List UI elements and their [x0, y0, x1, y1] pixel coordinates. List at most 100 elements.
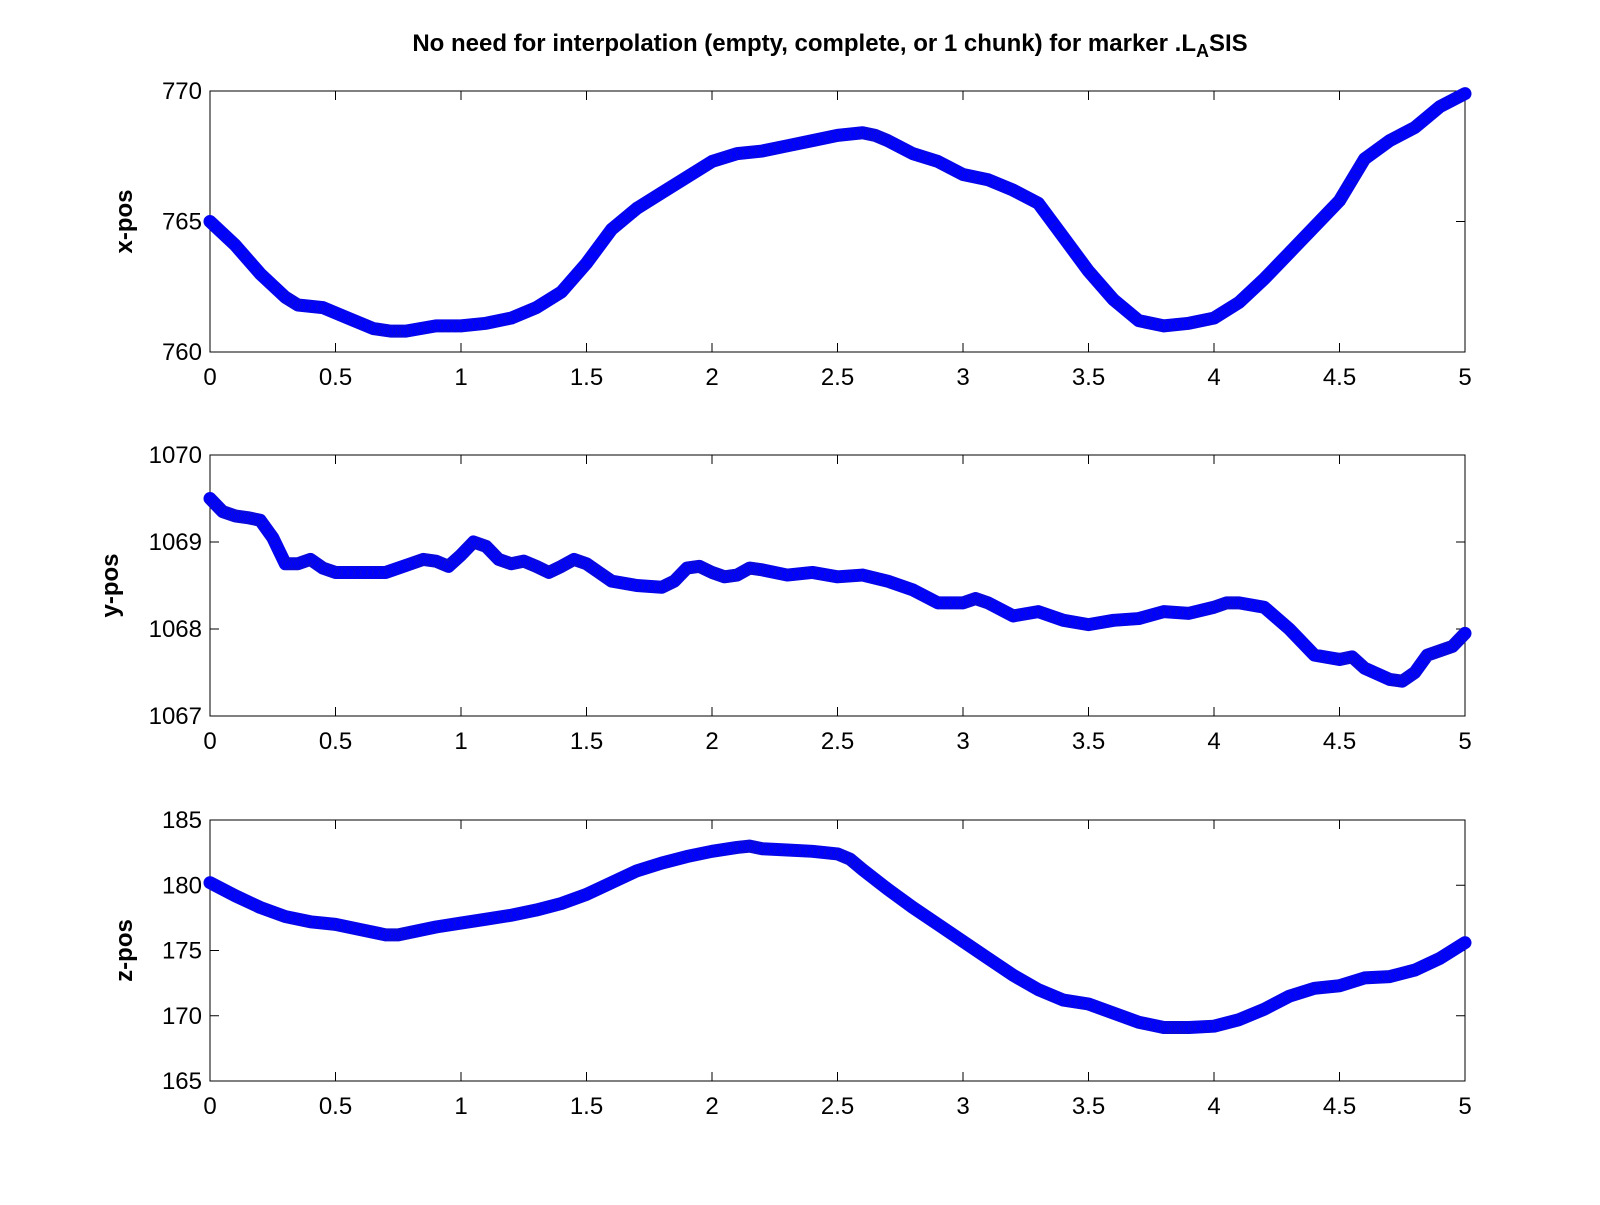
data-marker	[1245, 598, 1258, 612]
data-marker	[1038, 607, 1051, 621]
data-marker	[740, 563, 753, 577]
data-marker	[740, 840, 753, 853]
data-marker	[410, 924, 424, 938]
data-marker	[517, 306, 531, 320]
data-marker	[668, 853, 681, 867]
data-marker	[1364, 971, 1378, 984]
data-marker	[768, 566, 782, 579]
data-marker	[686, 560, 700, 574]
data-marker	[228, 889, 242, 902]
data-marker	[893, 891, 907, 905]
data-marker	[642, 860, 656, 874]
data-marker	[749, 562, 763, 576]
data-marker	[624, 578, 637, 591]
data-marker	[1013, 972, 1026, 986]
data-marker	[517, 906, 531, 919]
data-marker	[1370, 970, 1384, 984]
data-marker	[727, 569, 741, 582]
data-marker	[498, 313, 512, 326]
data-marker	[375, 323, 389, 337]
data-marker	[1006, 968, 1020, 982]
data-marker	[617, 577, 631, 590]
y-tick-label: 185	[162, 807, 202, 834]
data-marker	[429, 319, 443, 333]
data-marker	[561, 894, 574, 908]
data-marker	[486, 911, 499, 925]
axes-box	[209, 819, 1466, 1082]
data-marker	[1163, 1021, 1177, 1034]
data-marker	[636, 579, 650, 593]
data-marker	[1226, 1014, 1240, 1028]
data-marker	[1132, 1015, 1145, 1029]
data-marker	[843, 127, 857, 141]
data-marker	[793, 567, 807, 581]
data-marker	[586, 248, 600, 262]
data-marker	[257, 518, 270, 531]
data-marker	[906, 901, 920, 914]
data-marker	[1057, 993, 1070, 1007]
data-marker	[690, 560, 703, 574]
data-marker	[799, 844, 813, 858]
x-tick-label: 4	[1207, 1093, 1220, 1120]
data-marker	[1000, 606, 1014, 619]
data-marker	[1458, 936, 1472, 949]
data-marker	[912, 586, 926, 600]
data-marker	[278, 557, 292, 571]
data-marker	[962, 939, 976, 952]
data-marker	[1251, 599, 1265, 613]
data-marker	[868, 873, 882, 886]
data-marker	[592, 566, 606, 579]
data-marker	[617, 870, 631, 884]
data-marker	[699, 159, 713, 172]
data-marker	[683, 561, 697, 574]
data-marker	[1119, 613, 1133, 626]
data-marker	[787, 844, 800, 857]
data-marker	[981, 596, 995, 610]
data-marker	[950, 164, 964, 178]
data-marker	[414, 322, 428, 335]
data-marker	[278, 290, 292, 304]
data-marker	[1395, 674, 1409, 688]
data-marker	[881, 882, 895, 896]
data-marker	[919, 590, 932, 603]
data-marker	[850, 127, 863, 140]
y-tick-label: 770	[162, 78, 202, 105]
data-marker	[329, 918, 342, 931]
data-marker	[263, 526, 276, 540]
data-marker	[1458, 627, 1472, 640]
data-marker	[1408, 666, 1422, 679]
data-marker	[235, 245, 248, 259]
data-marker	[1170, 318, 1183, 331]
data-marker	[1201, 602, 1215, 616]
data-marker	[269, 537, 283, 551]
data-marker	[661, 577, 675, 591]
x-tick-label: 1	[454, 364, 467, 391]
data-marker	[580, 256, 593, 270]
subplot-1: 0 0.5 1 1.5 2 2.5 3 3.5 4 4.5 5 760 765 770 x-pos	[111, 78, 1472, 391]
data-marker	[994, 960, 1007, 974]
data-marker	[1270, 611, 1284, 625]
data-marker	[595, 568, 609, 581]
data-marker	[228, 238, 242, 252]
data-marker	[417, 923, 430, 936]
data-marker	[1188, 605, 1202, 619]
data-marker	[975, 947, 989, 961]
data-marker	[354, 566, 367, 579]
data-marker	[630, 202, 644, 215]
data-marker	[950, 596, 964, 610]
data-marker	[266, 905, 280, 919]
title-suffix: SIS	[1208, 30, 1248, 57]
data-marker	[573, 264, 587, 277]
data-marker	[737, 565, 750, 578]
data-marker	[282, 292, 295, 306]
data-marker	[285, 557, 298, 571]
data-marker	[674, 851, 687, 865]
data-marker	[912, 149, 926, 162]
y-tick-label: 175	[162, 938, 202, 965]
data-marker	[1038, 985, 1051, 999]
data-marker	[548, 898, 562, 912]
series-line	[203, 492, 1472, 688]
data-marker	[1069, 616, 1083, 629]
data-marker	[479, 912, 493, 926]
data-marker	[366, 566, 380, 579]
